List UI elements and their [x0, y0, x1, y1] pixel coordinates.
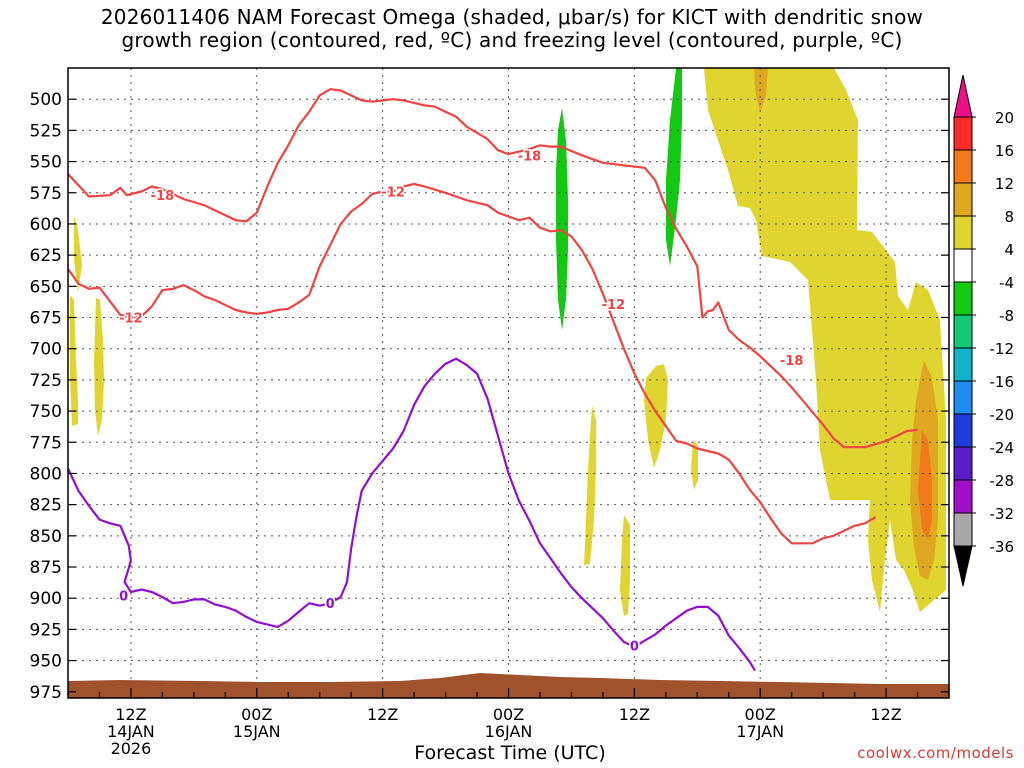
x-tick-label-time: 00Z: [745, 705, 776, 724]
colorbar-label: -16: [990, 373, 1015, 391]
colorbar-swatch: [953, 512, 973, 547]
colorbar-label: -8: [999, 307, 1014, 325]
y-tick-label: 675: [30, 309, 62, 329]
colorbar-top-arrow: [953, 74, 973, 118]
y-tick-label: 550: [30, 153, 62, 173]
omega-shading-yellow-mid2: [620, 515, 630, 616]
colorbar-label: -4: [999, 274, 1014, 292]
x-axis-label: Forecast Time (UTC): [414, 742, 606, 764]
y-tick-label: 875: [30, 558, 62, 578]
colorbar-swatch: [953, 347, 973, 382]
x-tick-label-time: 00Z: [493, 705, 524, 724]
colorbar-swatch: [953, 380, 973, 415]
y-tick-label: 525: [30, 121, 62, 141]
y-tick-label: 625: [30, 246, 62, 266]
colorbar-swatch: [953, 248, 973, 283]
contour-label: -18: [518, 149, 542, 164]
x-tick-label-date: 15JAN: [233, 722, 281, 741]
colorbar-label: 16: [995, 142, 1014, 160]
contour-label: -18: [151, 189, 175, 204]
colorbar-label: -24: [990, 439, 1015, 457]
y-tick-label: 700: [30, 340, 62, 360]
contour-label: 0: [630, 640, 639, 655]
colorbar-swatch: [953, 215, 973, 250]
y-tick-label: 925: [30, 620, 62, 640]
contour-line: [68, 357, 756, 672]
y-tick-label: 750: [30, 402, 62, 422]
x-tick-label-date: 17JAN: [736, 722, 784, 741]
x-tick-label-date: 16JAN: [485, 722, 533, 741]
y-tick-label: 825: [30, 496, 62, 516]
x-tick-label-time: 12Z: [619, 705, 650, 724]
colorbar-swatch: [953, 479, 973, 514]
chart-title-line-2: growth region (contoured, red, ºC) and f…: [121, 28, 903, 52]
x-tick-label-time: 12Z: [367, 705, 398, 724]
omega-shading-yellow-main: [704, 68, 946, 612]
x-tick-label-date: 14JAN: [107, 722, 155, 741]
colorbar-label: -32: [990, 505, 1015, 523]
contour-label: -12: [381, 186, 405, 201]
contour-label: -12: [119, 312, 143, 327]
colorbar-label: 4: [1004, 241, 1014, 259]
contour-label: 0: [119, 590, 128, 605]
contour-labels: -18 -18 -18 -12 -12 -12 0 0 0: [118, 148, 805, 656]
chart-title-line-1: 2026011406 NAM Forecast Omega (shaded, μ…: [100, 5, 924, 29]
colorbar-legend: 20 16 12 8 4 -4 -8 -12 -16 -20 -24 -28 -32 -36: [953, 74, 1015, 587]
site-credit: coolwx.com/models: [857, 744, 1014, 762]
contour-label: -12: [602, 298, 626, 313]
colorbar-swatch: [953, 446, 973, 481]
x-tick-label-year: 2026: [111, 739, 152, 758]
omega-shading-yellow-mid4: [691, 440, 698, 490]
chart-title: 2026011406 NAM Forecast Omega (shaded, μ…: [0, 6, 1024, 52]
colorbar-label: -20: [990, 406, 1015, 424]
colorbar-swatch: [953, 413, 973, 448]
y-tick-label: 950: [30, 652, 62, 672]
terrain-surface: [68, 673, 949, 698]
omega-shading-gold-top: [754, 68, 768, 112]
y-tick-label: 800: [30, 464, 62, 484]
colorbar-label: 20: [995, 109, 1014, 127]
colorbar-swatch: [953, 314, 973, 349]
colorbar-swatch: [953, 182, 973, 217]
omega-shading-yellow-left1: [70, 295, 78, 426]
omega-shading-yellow-left2: [74, 216, 82, 292]
colorbar-swatch: [953, 149, 973, 184]
colorbar-label: -36: [990, 538, 1015, 556]
contour-line: [68, 88, 918, 449]
y-axis: 500 525 550 575 600 625 650 675 700 725 750 775 800 8…: [30, 90, 949, 703]
omega-shading-orange-lower: [918, 430, 932, 540]
colorbar-swatch: [953, 116, 973, 151]
omega-shading-yellow-mid1: [584, 405, 596, 565]
colorbar-bottom-arrow: [953, 545, 973, 587]
colorbar-swatch: [953, 281, 973, 316]
y-tick-label: 900: [30, 589, 62, 609]
y-tick-label: 650: [30, 277, 62, 297]
x-tick-label-time: 12Z: [870, 705, 901, 724]
colorbar-label: -28: [990, 472, 1015, 490]
contour-label: 0: [326, 597, 335, 612]
contour-label: -18: [780, 354, 804, 369]
colorbar-label: 8: [1004, 208, 1014, 226]
y-tick-label: 850: [30, 527, 62, 547]
y-tick-label: 975: [30, 683, 62, 703]
terrain-fill: [68, 673, 949, 698]
contour-layer: [68, 88, 918, 672]
omega-shading-green-1: [556, 108, 568, 330]
y-tick-label: 500: [30, 90, 62, 110]
y-tick-label: 725: [30, 371, 62, 391]
colorbar-label: 12: [995, 175, 1014, 193]
colorbar-label: -12: [990, 340, 1015, 358]
y-tick-label: 775: [30, 433, 62, 453]
y-tick-label: 600: [30, 215, 62, 235]
x-tick-label-time: 00Z: [241, 705, 272, 724]
x-tick-label-time: 12Z: [115, 705, 146, 724]
contour-line: [68, 182, 877, 545]
y-tick-label: 575: [30, 184, 62, 204]
omega-shading-yellow-left3: [94, 298, 104, 436]
